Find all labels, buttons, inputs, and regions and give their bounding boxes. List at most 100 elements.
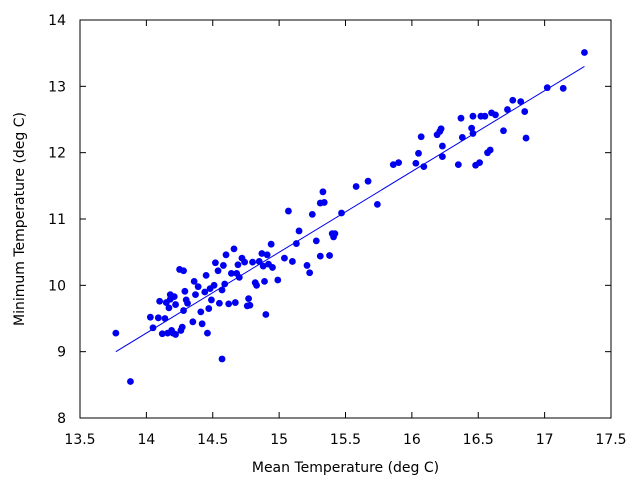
data-point [481,112,489,120]
data-point [522,134,530,142]
data-point [253,281,260,289]
x-tick-label: 17 [536,432,554,448]
x-tick-label: 17.5 [595,432,626,448]
data-point [312,237,320,245]
x-tick-label: 14 [137,432,155,448]
x-axis-title: Mean Temperature (deg C) [252,460,439,476]
data-point [190,277,198,285]
data-point [543,84,551,92]
data-point [212,259,219,267]
data-point [308,210,316,218]
data-point [292,240,300,247]
data-point [269,264,276,271]
data-point [316,252,324,260]
x-tick-label: 15.5 [330,432,361,448]
data-point [412,159,420,167]
data-point [225,300,233,308]
data-point [509,96,517,104]
data-point [210,281,218,289]
data-point [230,245,238,253]
data-point [205,305,213,312]
data-point [439,153,446,161]
data-point [454,161,462,169]
data-point [285,207,292,215]
data-point [180,267,187,275]
data-point [261,277,268,285]
data-point [215,299,223,307]
data-point [439,142,446,150]
data-point [395,159,402,167]
data-point [194,283,202,291]
data-point [234,261,242,269]
x-tick-label: 15 [270,432,288,448]
data-point [201,288,209,296]
data-point [184,299,191,307]
axis-ticks: 13.5 14 14.5 15 15.5 16 16.5 17 17.5 8 9 10 11 12 13 14 [48,13,626,448]
data-point [581,49,588,56]
data-point [149,324,157,332]
data-point [306,269,314,277]
data-point [204,329,211,337]
data-point [202,271,210,279]
data-point [319,188,327,196]
data-point [303,262,311,269]
data-point [172,301,179,308]
data-point [338,209,345,217]
y-tick-label: 11 [48,212,66,228]
data-point [222,251,230,259]
data-point [486,146,494,154]
data-point [373,201,381,208]
y-tick-label: 9 [57,345,66,361]
data-point [198,320,206,328]
data-point [262,311,270,318]
regression-line-layer [115,66,585,353]
data-point [221,280,229,288]
y-tick-label: 10 [48,278,66,294]
data-point [154,314,162,322]
data-point [231,299,239,306]
data-point [158,330,166,338]
regression-line [115,66,585,353]
data-point [476,159,483,167]
data-point [417,133,425,141]
data-point [352,183,360,190]
x-tick-label: 16 [403,432,421,448]
data-point [127,378,134,385]
y-axis-title: Minimum Temperature (deg C) [12,112,28,326]
data-point [246,301,254,309]
data-point [181,287,189,295]
data-point [165,304,173,312]
plot-area [79,19,612,419]
data-point [259,262,267,270]
data-point [415,149,422,157]
data-point [469,112,477,120]
data-point [227,269,235,277]
data-point [289,258,296,265]
data-point [263,251,271,259]
y-tick-label: 13 [48,79,66,95]
data-point [295,227,303,235]
data-point [192,291,199,299]
data-point [245,295,252,302]
data-point [504,106,511,113]
data-point [281,254,288,262]
plot-frame [79,19,612,419]
x-tick-label: 14.5 [197,432,228,448]
data-point [437,125,445,133]
data-point [458,134,466,141]
data-point [559,84,567,92]
data-point [170,293,178,301]
data-points [112,49,588,385]
x-tick-label: 13.5 [64,432,95,448]
y-tick-label: 12 [48,146,66,162]
data-point [172,331,179,338]
data-point [241,258,249,266]
data-point [112,329,120,337]
data-point [331,230,339,237]
y-tick-label: 14 [48,13,66,29]
data-point [320,199,328,206]
x-tick-label: 16.5 [463,432,494,448]
data-point [267,240,275,248]
data-point [156,297,164,305]
